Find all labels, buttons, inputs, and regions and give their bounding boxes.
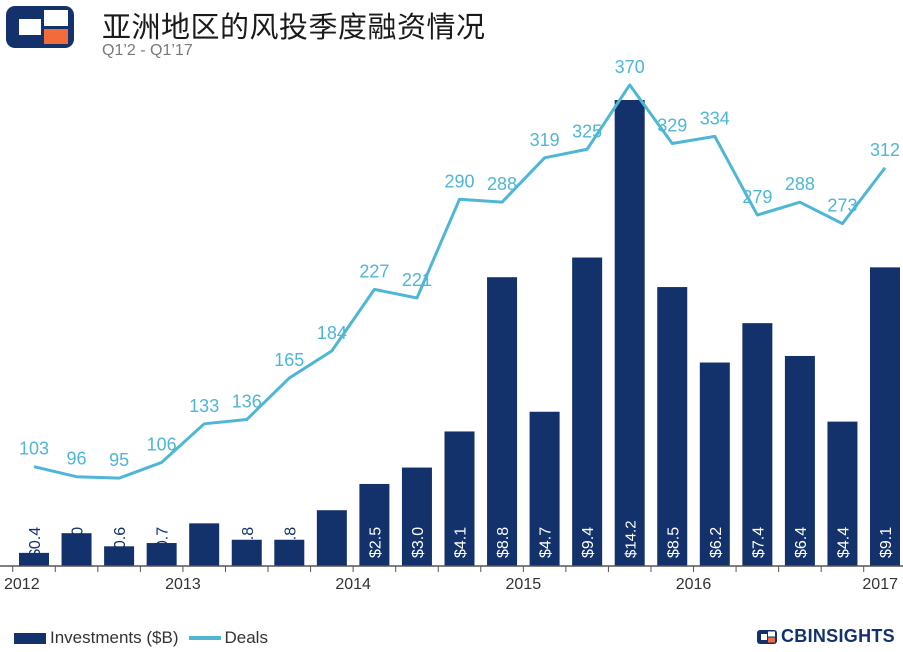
bar-value-label: $4.4 (835, 527, 852, 558)
bar-value-label: $0.6 (112, 527, 129, 558)
x-tick-label-year: 2015 (506, 576, 542, 593)
bar-value-label: $6.2 (708, 527, 725, 558)
logo-b-top (44, 10, 68, 26)
logo-b-bottom (44, 29, 68, 44)
deals-value-label: 103 (19, 439, 49, 459)
deals-value-label: 325 (572, 121, 602, 141)
bar-value-label: $14.2 (623, 520, 640, 558)
legend-swatch-bar (14, 632, 46, 644)
bar (742, 323, 773, 566)
bar-value-label: $3.0 (410, 527, 427, 558)
bar-value-label: $2.5 (367, 527, 384, 558)
deals-value-label: 319 (530, 130, 560, 150)
legend-item-investments: Investments ($B) (14, 628, 179, 648)
bar-value-label: $0.8 (282, 527, 299, 558)
bar (401, 467, 432, 566)
deals-value-label: 96 (67, 449, 87, 469)
deals-value-label: 288 (785, 174, 815, 194)
logo-c-cutout (19, 19, 41, 35)
bar-value-label: $9.1 (878, 527, 895, 558)
bar-value-label: $8.5 (665, 527, 682, 558)
bar (827, 421, 858, 566)
legend-item-deals: Deals (188, 628, 268, 648)
bar (104, 546, 135, 566)
bar (614, 100, 645, 566)
bar-value-label: $4.1 (453, 527, 470, 558)
deals-value-label: 227 (359, 261, 389, 281)
bar-value-label: $0.8 (240, 527, 257, 558)
deals-value-label: 133 (189, 396, 219, 416)
bar (19, 552, 49, 566)
bar (657, 287, 688, 566)
x-tick-label-year: 2017 (862, 576, 898, 593)
deals-value-label: 106 (147, 434, 177, 454)
bar-value-label: $1.0 (70, 527, 87, 558)
deals-value-label: 334 (700, 108, 730, 128)
deals-value-label: 184 (317, 323, 347, 343)
bar-value-label: $8.8 (495, 527, 512, 558)
bar (444, 431, 475, 566)
x-tick-label-year: 2013 (165, 576, 201, 593)
bar-value-label: $6.4 (793, 527, 810, 558)
deals-value-label: 279 (742, 187, 772, 207)
bar-value-label: $7.4 (750, 527, 767, 558)
bar (870, 267, 900, 566)
deals-value-label: 290 (444, 171, 474, 191)
bar-value-label: $0.4 (27, 527, 44, 558)
bar (784, 355, 815, 566)
brand-logo-icon (756, 629, 777, 644)
x-tick-label-year: 2016 (676, 576, 712, 593)
legend-label-deals: Deals (224, 628, 268, 647)
deals-value-label: 329 (657, 116, 687, 136)
bar (189, 523, 220, 566)
deals-value-label: 165 (274, 350, 304, 370)
legend: Investments ($B) Deals (14, 628, 278, 648)
bar (487, 277, 518, 566)
bar (316, 510, 347, 566)
bar-value-label: $9.4 (580, 527, 597, 558)
deals-value-label: 136 (232, 392, 262, 412)
deals-value-label: 370 (615, 57, 645, 77)
bar (529, 411, 560, 566)
deals-value-label: 288 (487, 174, 517, 194)
brand-footer: CBINSIGHTS (756, 626, 895, 647)
legend-swatch-line (188, 636, 221, 640)
deals-value-label: 221 (402, 270, 432, 290)
page-subtitle: Q1’2 - Q1’17 (102, 42, 193, 59)
cb-logo (6, 6, 74, 48)
x-tick-label-year: 2012 (4, 576, 40, 593)
deals-value-label: 312 (870, 140, 900, 160)
bar (359, 483, 390, 566)
page-title: 亚洲地区的风投季度融资情况 (102, 10, 486, 44)
bar-value-label: $1.3 (197, 527, 214, 558)
deals-value-label: 273 (827, 196, 857, 216)
bar-value-label: $1.7 (325, 527, 342, 558)
bar (274, 539, 305, 566)
bar (231, 539, 262, 566)
bar (146, 543, 177, 566)
deals-value-label: 95 (109, 450, 129, 470)
bar (61, 533, 92, 566)
legend-label-investments: Investments ($B) (50, 628, 179, 647)
bar-value-label: $4.7 (538, 527, 555, 558)
bar (699, 362, 730, 566)
bar-value-label: $0.7 (155, 527, 172, 558)
x-tick-label-year: 2014 (335, 576, 371, 593)
brand-name: CBINSIGHTS (780, 626, 895, 646)
bar (572, 257, 603, 566)
